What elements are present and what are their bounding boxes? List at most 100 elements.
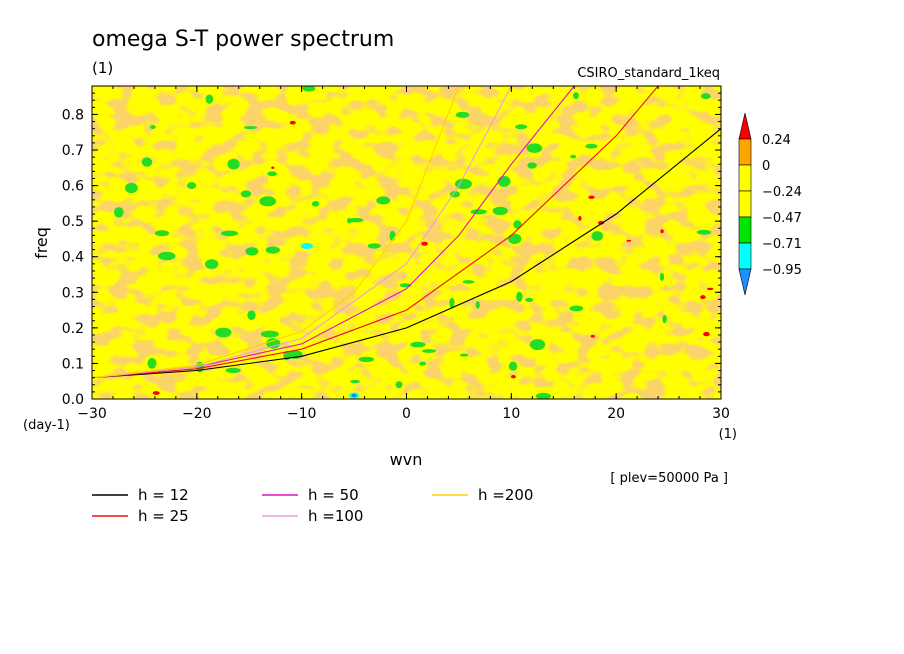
run-label: CSIRO_standard_1keq: [577, 66, 720, 81]
green-spot: [449, 297, 455, 309]
green-spot: [350, 379, 360, 384]
x-axis-ticks: −30 −20 −10 0 10 20 30: [77, 86, 730, 422]
colorbar-bottom-arrow: [738, 268, 752, 296]
colorbar-label: −0.24: [762, 185, 802, 200]
y-axis-units: (day-1): [23, 418, 70, 433]
green-spot: [475, 301, 480, 309]
red-spot: [700, 295, 706, 300]
colorbar-box: [738, 138, 752, 166]
green-spot: [454, 178, 472, 190]
green-spot: [659, 272, 665, 281]
green-spot: [459, 353, 469, 357]
y-tick-label: 0.4: [62, 250, 84, 266]
green-spot: [516, 291, 523, 302]
y-tick-label: 0.1: [62, 356, 84, 372]
green-spot: [515, 124, 528, 130]
green-spot: [573, 92, 579, 100]
green-spot: [662, 315, 667, 324]
green-spot: [267, 171, 277, 177]
green-spot: [700, 93, 711, 100]
green-spot: [492, 206, 508, 216]
green-spot: [367, 243, 381, 249]
colorbar-top-arrow: [738, 112, 752, 140]
y-axis-label: freq: [32, 227, 51, 259]
colorbar-box: [738, 190, 752, 218]
legend-label-h50: h = 50: [308, 486, 359, 504]
green-spot: [150, 125, 156, 129]
green-spot: [508, 361, 518, 371]
red-spot: [152, 391, 160, 395]
red-spot: [510, 375, 516, 379]
red-spot: [626, 239, 632, 242]
red-spot: [578, 215, 582, 221]
green-spot: [376, 196, 391, 205]
chart-subtitle: (1): [92, 59, 113, 77]
colorbar-box: [738, 242, 752, 270]
colorbar-label: 0.24: [762, 133, 791, 148]
y-tick-label: 0.6: [62, 179, 84, 195]
y-tick-label: 0.5: [62, 214, 84, 230]
green-spot: [147, 357, 157, 369]
green-spot: [358, 356, 374, 363]
x-tick-label: 30: [712, 406, 730, 422]
red-spot: [703, 331, 710, 337]
x-tick-label: 10: [502, 406, 520, 422]
colorbar-box: [738, 216, 752, 244]
dispersion-curve-h25: [92, 86, 659, 379]
red-spot: [588, 195, 595, 199]
red-spot: [660, 229, 664, 234]
dispersion-curve-h200: [92, 86, 460, 379]
green-spot: [260, 330, 279, 338]
green-spot: [240, 190, 252, 198]
green-spot: [225, 367, 241, 373]
green-spot: [245, 247, 259, 256]
curve-legend: h = 12 h = 25 h = 50 h =100 h =200: [92, 486, 533, 525]
green-spot: [527, 162, 537, 169]
green-spot: [513, 220, 522, 229]
green-spot: [215, 327, 232, 338]
green-spot: [696, 229, 712, 235]
green-spot: [265, 246, 280, 254]
green-spot: [348, 218, 364, 223]
field-orange-contours: [92, 86, 721, 399]
legend-label-h100: h =100: [308, 507, 363, 525]
green-spot: [591, 231, 604, 241]
green-spot: [247, 310, 256, 321]
green-spot: [205, 259, 219, 269]
green-spot: [141, 157, 153, 167]
green-spot: [114, 207, 124, 218]
green-spot: [311, 201, 320, 207]
colorbar-label: −0.95: [762, 263, 802, 278]
red-spot: [707, 287, 714, 291]
green-spot: [205, 94, 214, 104]
green-spot: [585, 143, 598, 149]
green-spot: [535, 392, 551, 399]
y-tick-label: 0.8: [62, 107, 84, 123]
level-note: [ plev=50000 Pa ]: [610, 471, 728, 486]
green-spot: [243, 126, 258, 130]
x-tick-label: −30: [77, 406, 107, 422]
x-tick-label: 20: [607, 406, 625, 422]
y-tick-label: 0.3: [62, 285, 84, 301]
green-spot: [302, 86, 316, 92]
green-spot: [570, 154, 577, 159]
y-tick-label: 0.2: [62, 321, 84, 337]
green-spot: [455, 111, 470, 118]
dispersion-curve-h100: [92, 86, 512, 379]
colorbar-label: −0.47: [762, 211, 802, 226]
red-spot: [590, 334, 595, 338]
green-spot: [470, 209, 487, 215]
x-axis-units: (1): [719, 427, 737, 442]
x-tick-label: −20: [182, 406, 212, 422]
red-spot: [271, 166, 275, 169]
dispersion-curves: [92, 86, 721, 379]
cyan-spot: [300, 243, 313, 250]
colorbar-label: −0.71: [762, 237, 802, 252]
chart-title: omega S-T power spectrum: [92, 27, 394, 52]
green-spot: [395, 381, 403, 389]
red-spot: [598, 220, 605, 225]
spectrum-field: [91, 85, 722, 400]
green-spot: [497, 175, 511, 187]
green-spot: [508, 233, 522, 244]
green-spot: [525, 297, 534, 302]
